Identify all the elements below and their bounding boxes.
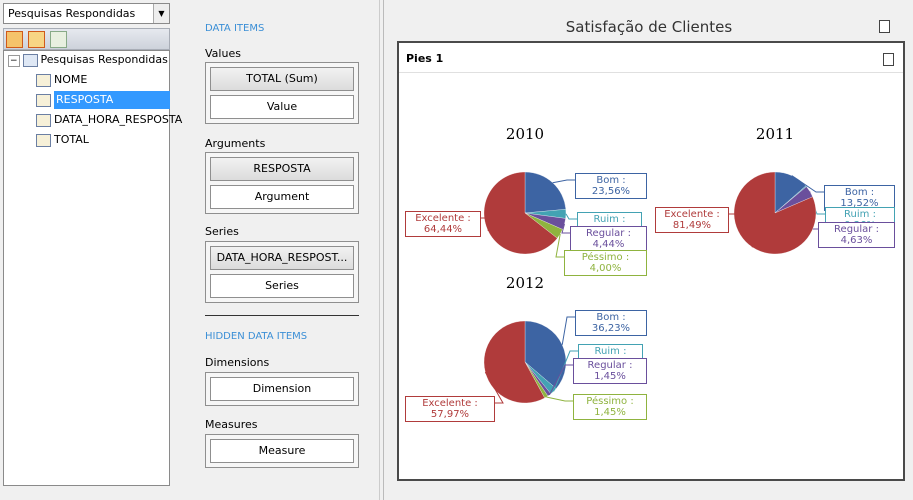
slice-label: Regular : 4,44% <box>570 226 647 252</box>
field-tree: − Pesquisas Respondidas NOME RESPOSTA DATA_H… <box>3 50 182 486</box>
slice-label: Excelente : 81,49% <box>655 207 729 233</box>
item-caption: Pies 1 <box>399 43 903 73</box>
data-item-button[interactable]: Argument <box>210 185 354 209</box>
data-item-button[interactable]: Series <box>210 274 354 298</box>
slice-label: Excelente : 64,44% <box>405 211 481 237</box>
label-connector <box>546 396 573 402</box>
data-item-button[interactable]: Dimension <box>210 377 354 401</box>
section-title: DATA ITEMS <box>205 23 265 34</box>
combo-arrow[interactable]: ▼ <box>153 4 169 23</box>
label-connector <box>729 213 753 248</box>
toolbar-button[interactable] <box>6 31 23 48</box>
pie-title: 2010 <box>506 125 544 143</box>
pie-slice <box>524 320 567 389</box>
tree-field[interactable]: RESPOSTA <box>4 91 170 109</box>
field-label: RESPOSTA <box>54 91 170 109</box>
export-button[interactable] <box>879 20 890 33</box>
label-connector <box>484 371 504 404</box>
slice-label: Péssimo : 4,00% <box>564 250 647 276</box>
field-icon <box>36 133 51 147</box>
data-items-panel: DATA ITEMS HIDDEN DATA ITEMS Values TOTAL (… <box>180 0 380 500</box>
label-connector <box>565 213 577 220</box>
toolbar <box>3 28 170 50</box>
group-box: TOTAL (Sum) Value <box>205 62 359 124</box>
data-item-button[interactable]: RESPOSTA <box>210 157 354 181</box>
group-box: Dimension <box>205 372 359 406</box>
label-connector <box>481 217 490 232</box>
dashboard-title: Satisfação de Clientes <box>565 18 733 36</box>
export-button[interactable] <box>883 53 894 66</box>
group-label: Values <box>205 47 241 60</box>
field-label: TOTAL <box>54 133 89 146</box>
label-connector <box>791 175 824 193</box>
field-icon <box>36 73 51 87</box>
field-label: DATA_HORA_RESPOSTA <box>54 113 183 126</box>
slice-label: Bom : 23,56% <box>575 173 647 199</box>
tree-field[interactable]: NOME <box>4 71 169 89</box>
data-item-button[interactable]: Measure <box>210 439 354 463</box>
label-connector <box>561 316 575 345</box>
slice-label: Bom : 13,52% <box>824 185 895 211</box>
label-connector <box>561 223 570 234</box>
section-title: HIDDEN DATA ITEMS <box>205 331 308 342</box>
label-connector <box>552 179 575 184</box>
group-label: Measures <box>205 418 258 431</box>
divider <box>205 315 359 316</box>
data-item-button[interactable]: DATA_HORA_RESPOST... <box>210 246 354 270</box>
data-item-button[interactable]: Value <box>210 95 354 119</box>
label-connector <box>553 350 578 392</box>
item-title: Pies 1 <box>406 52 444 65</box>
group-label: Series <box>205 225 239 238</box>
toolbar-button[interactable] <box>50 31 67 48</box>
dashboard-surface: Satisfação de Clientes Pies 1 2010 2011 20… <box>383 0 913 500</box>
field-icon <box>36 93 51 107</box>
slice-label: Péssimo : 1,45% <box>573 394 647 420</box>
group-label: Dimensions <box>205 356 270 369</box>
group-box: DATA_HORA_RESPOST... Series <box>205 241 359 303</box>
pies-canvas: 2010 2011 2012 <box>481 125 825 404</box>
group-box: RESPOSTA Argument <box>205 152 359 214</box>
pie-slice <box>524 171 566 214</box>
data-item-button[interactable]: TOTAL (Sum) <box>210 67 354 91</box>
toolbar-button[interactable] <box>28 31 45 48</box>
field-icon <box>36 113 51 127</box>
datasource-combo[interactable]: Pesquisas Respondidas ▼ <box>3 3 170 24</box>
pie-title: 2012 <box>506 274 544 292</box>
field-label: NOME <box>54 73 88 86</box>
label-connector <box>548 364 573 396</box>
pie-title: 2011 <box>756 125 794 143</box>
tree-root-label: Pesquisas Respondidas <box>40 53 168 66</box>
group-box: Measure <box>205 434 359 468</box>
combo-text: Pesquisas Respondidas <box>8 7 136 20</box>
slice-label: Regular : 4,63% <box>818 222 895 248</box>
slice-label: Excelente : 57,97% <box>405 396 495 422</box>
tree-field[interactable]: TOTAL <box>4 131 169 149</box>
slice-label: Bom : 36,23% <box>575 310 647 336</box>
slice-label: Regular : 1,45% <box>573 358 647 384</box>
group-label: Arguments <box>205 137 266 150</box>
tree-field[interactable]: DATA_HORA_RESPOSTA <box>4 111 182 129</box>
label-connector <box>555 233 564 258</box>
tree-root[interactable]: − Pesquisas Respondidas <box>8 53 168 67</box>
